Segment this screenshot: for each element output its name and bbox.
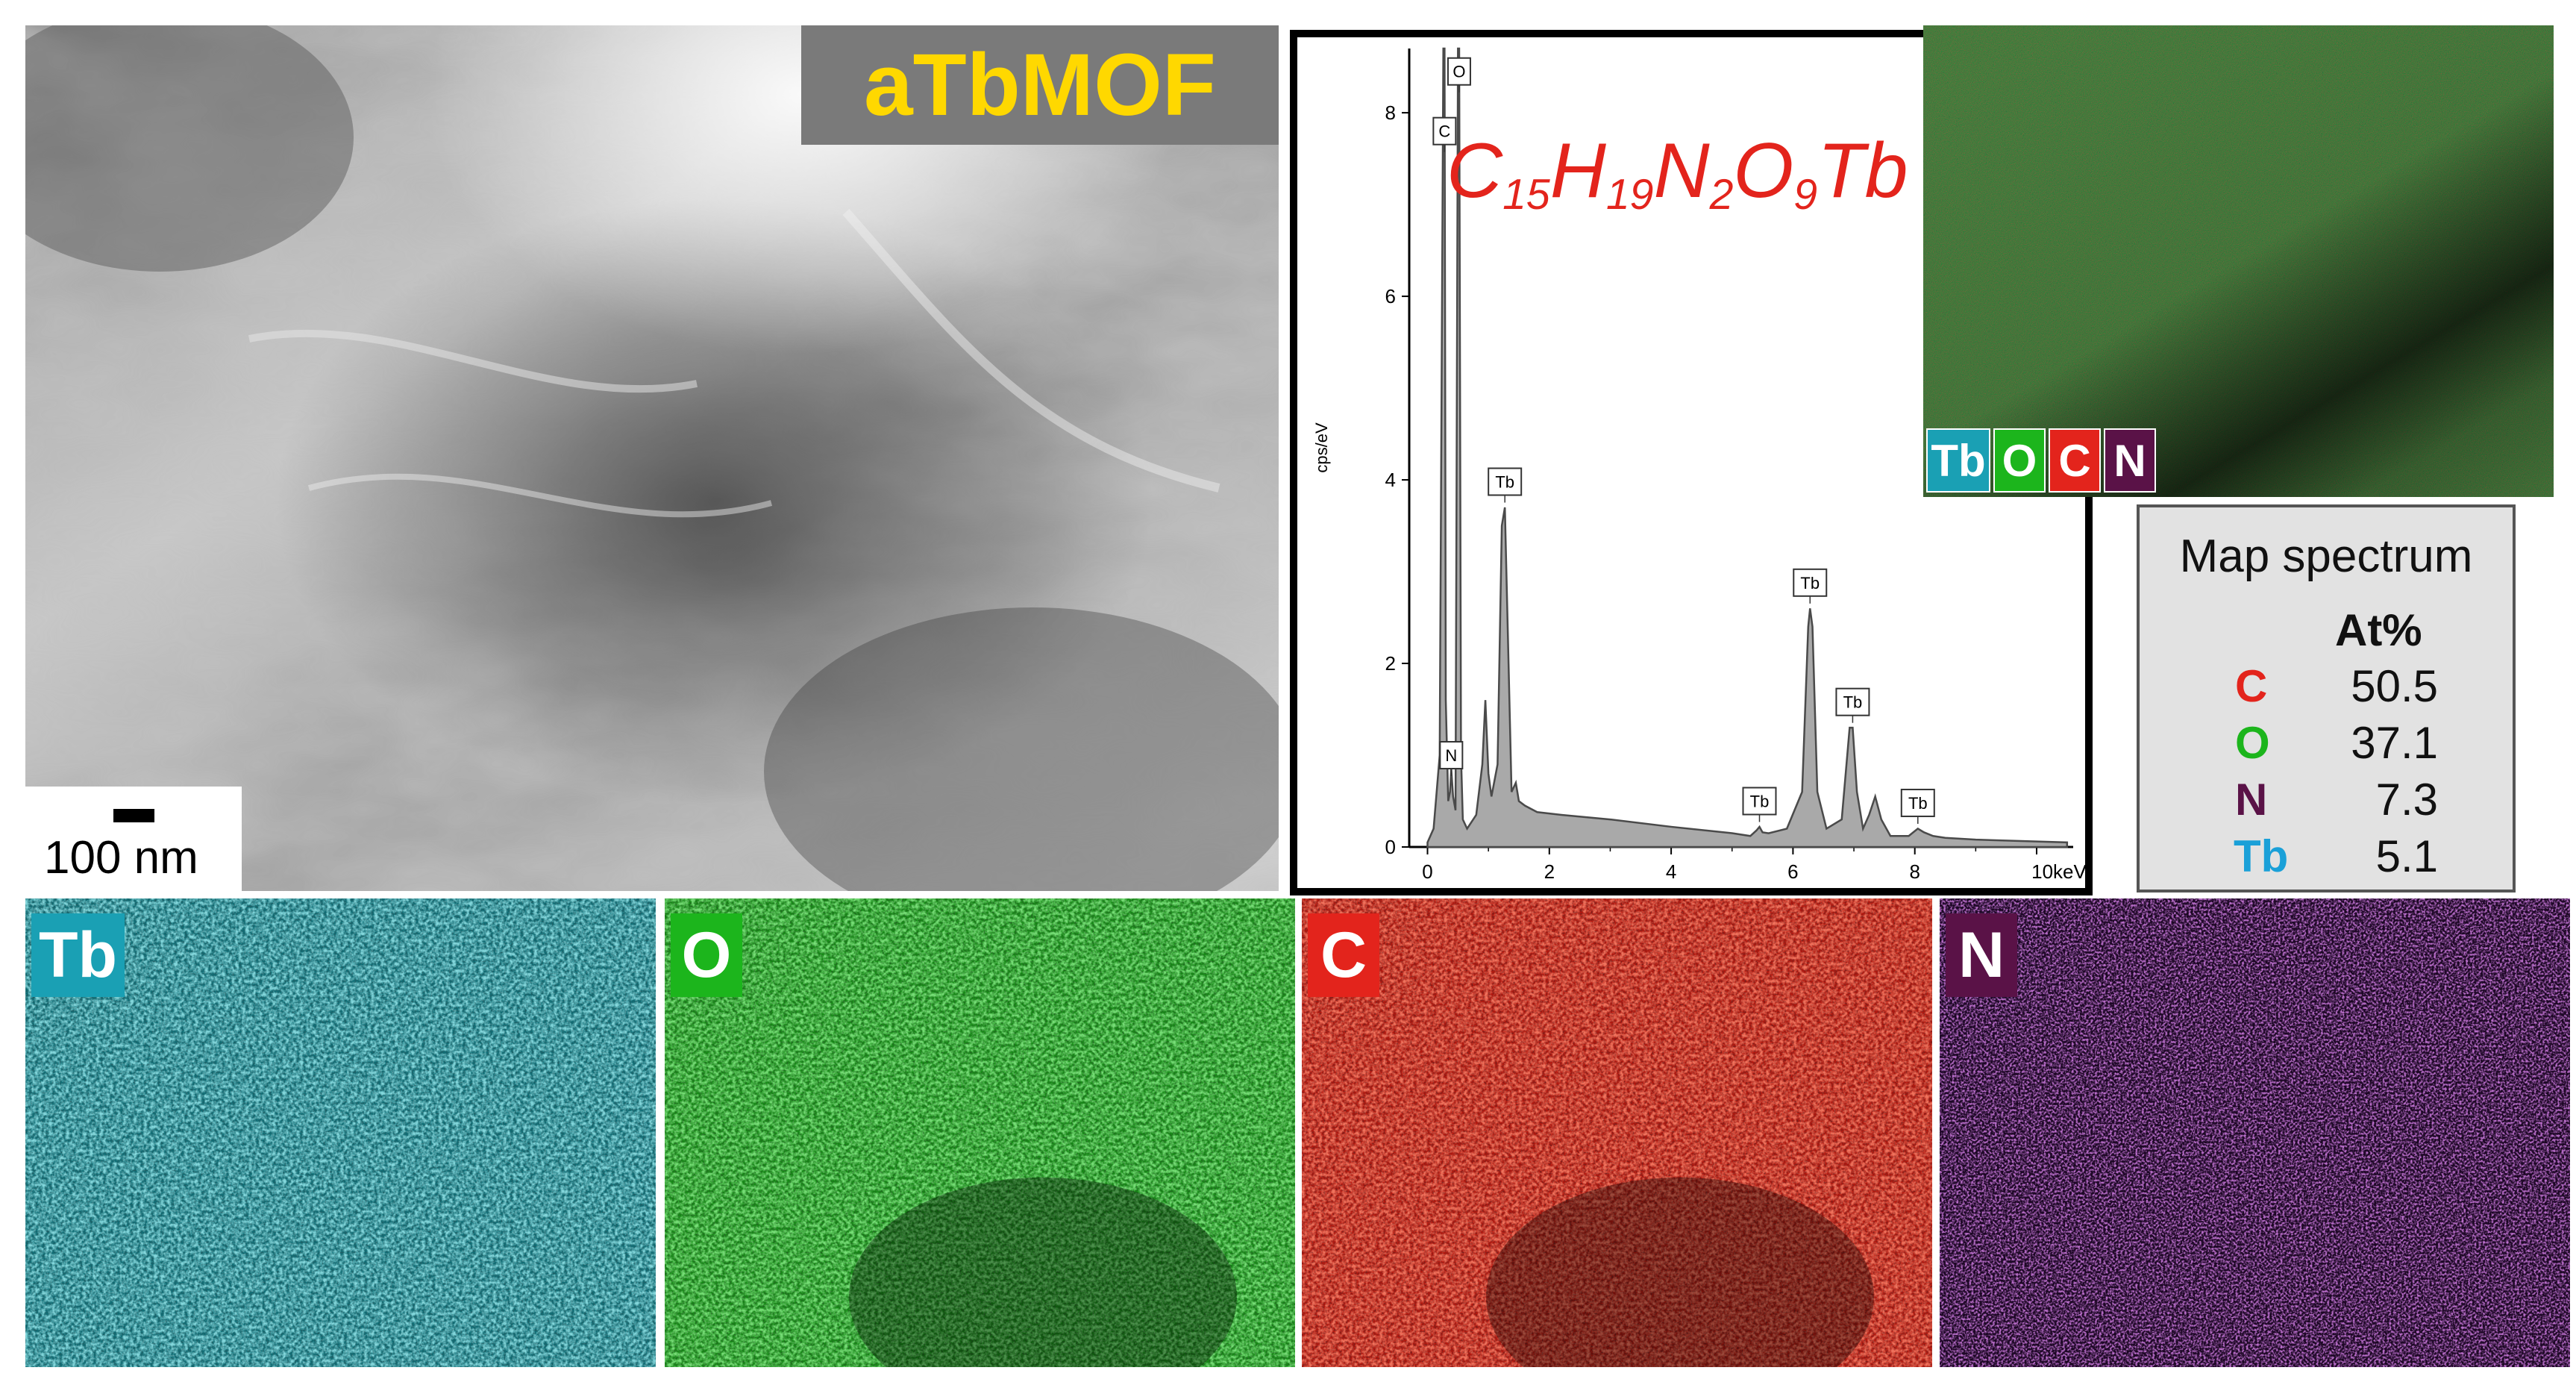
overlay-map-image (1923, 25, 2554, 497)
spectrum-element-o: O (2235, 718, 2270, 768)
svg-text:N: N (1445, 746, 1457, 765)
spectrum-value-n: 7.3 (2375, 775, 2438, 825)
y-tick-label: 8 (1385, 101, 1396, 124)
y-tick-label: 6 (1385, 285, 1396, 307)
element-map-c: C (1302, 898, 1932, 1367)
svg-text:Tb: Tb (1495, 473, 1514, 492)
x-tick-label: 4 (1666, 860, 1676, 883)
element-map-image (1302, 898, 1932, 1367)
x-tick-label: 2 (1544, 860, 1555, 883)
y-axis-label: cps/eV (1312, 422, 1331, 473)
element-map-tag-tb: Tb (31, 913, 125, 997)
peak-label-tb: Tb (1742, 787, 1777, 822)
formula-subscript: 15 (1502, 171, 1550, 219)
x-tick-label: 0 (1422, 860, 1432, 883)
atomic-percent-header: At% (2335, 605, 2422, 655)
sample-title: aTbMOF (801, 25, 1279, 145)
element-map-n: N (1940, 898, 2570, 1367)
formula-element: C (1447, 128, 1503, 214)
formula-subscript: 2 (1709, 171, 1734, 219)
peak-label-tb: Tb (1488, 467, 1523, 503)
element-map-image (1940, 898, 2570, 1367)
element-map-image (665, 898, 1295, 1367)
peak-label-n: N (1439, 741, 1464, 777)
map-spectrum-title: Map spectrum (2179, 531, 2473, 582)
map-spectrum-table: Map spectrum At% C 50.5 O 37.1 N 7.3 Tb 5.1 (2137, 504, 2516, 892)
peak-label-tb: Tb (1793, 568, 1828, 604)
sem-image (25, 25, 1279, 891)
formula-subscript: 19 (1605, 171, 1654, 219)
spectrum-trace (1426, 47, 2069, 848)
formula-element: Tb (1817, 128, 1908, 214)
overlay-tag-o: O (1993, 428, 2046, 493)
formula-element: H (1549, 128, 1606, 214)
eds-spectrum-chart: 0 2 4 6 8 cps/eV 0 2 4 6 8 10keV O C N Tb Tb Tb Tb Tb (1312, 47, 2085, 883)
y-tick-label: 2 (1385, 652, 1396, 675)
peak-label-c: C (1432, 116, 1457, 152)
element-map-tb: Tb (25, 898, 656, 1367)
spectrum-element-n: N (2235, 775, 2268, 825)
svg-text:Tb: Tb (1908, 794, 1928, 813)
peak-label-tb: Tb (1835, 687, 1870, 723)
x-end-label: 10keV (2031, 860, 2085, 883)
y-tick-label: 4 (1385, 469, 1396, 491)
element-map-image (25, 898, 656, 1367)
formula-element: O (1733, 128, 1794, 214)
scale-bar: 100 nm (25, 787, 242, 891)
element-map-tag-c: C (1308, 913, 1379, 997)
scale-bar-line (113, 809, 154, 822)
scale-bar-label: 100 nm (44, 832, 198, 884)
sem-image-panel: aTbMOF 100 nm (25, 25, 1279, 891)
element-map-o: O (665, 898, 1295, 1367)
overlay-tag-tb: Tb (1926, 428, 1990, 493)
x-tick-label: 6 (1787, 860, 1798, 883)
x-tick-label: 8 (1909, 860, 1920, 883)
overlay-tag-c: C (2049, 428, 2101, 493)
spectrum-element-c: C (2235, 661, 2268, 711)
overlay-tag-n: N (2104, 428, 2156, 493)
svg-text:Tb: Tb (1800, 574, 1820, 593)
peak-label-tb: Tb (1900, 788, 1935, 824)
svg-text:Tb: Tb (1750, 793, 1770, 811)
spectrum-value-c: 50.5 (2351, 661, 2438, 711)
svg-text:O: O (1452, 63, 1465, 81)
element-map-tag-o: O (671, 913, 742, 997)
overlay-map-panel: Tb O C N (1923, 25, 2554, 497)
svg-text:Tb: Tb (1843, 693, 1863, 712)
spectrum-element-tb: Tb (2234, 831, 2289, 881)
y-tick-label: 0 (1385, 836, 1396, 858)
peak-label-o: O (1447, 57, 1471, 93)
overlay-element-tags: Tb O C N (1926, 428, 2159, 493)
spectrum-value-tb: 5.1 (2375, 831, 2438, 881)
svg-text:C: C (1438, 122, 1450, 141)
element-map-tag-n: N (1946, 913, 2017, 997)
formula-subscript: 9 (1793, 171, 1818, 219)
spectrum-value-o: 37.1 (2351, 718, 2438, 768)
formula-element: N (1653, 128, 1710, 214)
chemical-formula: C15H19N2O9Tb (1447, 127, 1908, 219)
